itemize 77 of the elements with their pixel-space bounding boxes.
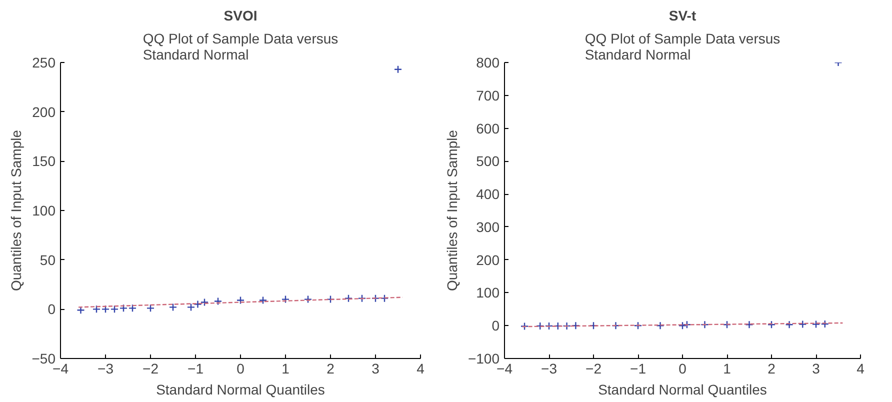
y-tick-label: −100: [468, 350, 500, 366]
point: [371, 294, 380, 302]
chart-title: SVOI: [224, 8, 258, 24]
point: [200, 298, 209, 306]
y-tick-label: 100: [476, 284, 500, 301]
point: [146, 304, 155, 312]
point: [520, 322, 529, 330]
y-tick-label: 300: [476, 218, 500, 235]
x-tick-label: 4: [856, 360, 865, 376]
y-axis-title: Quantiles of Input Sample: [444, 130, 460, 292]
x-tick-label: −1: [188, 360, 204, 376]
y-axis-title: Quantiles of Input Sample: [8, 130, 24, 292]
point: [394, 65, 402, 74]
chart-subtitle: QQ Plot of Sample Data versus Standard Normal: [142, 30, 338, 62]
chart-subtitle: QQ Plot of Sample Data versus Standard Normal: [584, 30, 780, 62]
chart-title: SV-t: [668, 8, 696, 24]
y-tick-label: 500: [476, 153, 500, 170]
y-tick-label: −50: [32, 350, 56, 366]
point: [785, 320, 794, 329]
point: [281, 295, 290, 304]
x-tick-label: −3: [541, 360, 558, 376]
point: [544, 322, 554, 330]
x-axis-title: Standard Normal Quantiles: [598, 382, 767, 398]
point: [798, 320, 807, 328]
point: [812, 320, 820, 328]
point: [656, 322, 664, 330]
point: [236, 296, 245, 304]
y-tick-label: 200: [32, 104, 56, 120]
point: [572, 322, 580, 330]
x-tick-label: −3: [98, 360, 114, 376]
y-tick-label: 150: [32, 153, 56, 170]
point: [562, 322, 571, 330]
x-tick-label: 1: [723, 360, 732, 376]
y-tick-label: 600: [476, 120, 500, 136]
x-tick-label: 0: [236, 360, 245, 376]
point: [536, 322, 544, 330]
point: [745, 320, 754, 329]
point: [101, 305, 110, 314]
point: [194, 300, 202, 308]
point: [92, 305, 101, 314]
y-tick-label: 200: [476, 252, 500, 268]
point: [304, 295, 312, 304]
x-tick-label: 3: [372, 360, 380, 376]
y-tick-label: 800: [476, 54, 500, 70]
point: [634, 322, 642, 330]
point: [820, 320, 829, 328]
point: [767, 320, 776, 329]
point: [110, 305, 119, 314]
y-tick-label: 700: [476, 87, 500, 104]
point: [700, 320, 709, 329]
x-tick-label: 0: [678, 360, 687, 376]
point: [326, 295, 335, 304]
point: [214, 297, 222, 306]
point: [186, 303, 196, 312]
x-tick-label: −2: [142, 360, 159, 376]
point: [258, 296, 268, 304]
y-tick-label: 250: [32, 54, 56, 70]
y-tick-label: 50: [40, 252, 56, 268]
x-tick-label: −2: [586, 360, 602, 376]
point: [119, 304, 128, 312]
x-axis-title: Standard Normal Quantiles: [156, 382, 325, 398]
x-tick-label: 4: [416, 360, 425, 376]
point: [380, 294, 389, 302]
y-tick-label: 400: [476, 186, 500, 202]
x-tick-label: 3: [812, 360, 820, 376]
point: [344, 294, 353, 302]
point: [76, 306, 85, 314]
x-tick-label: −1: [630, 360, 646, 376]
x-tick-label: 1: [282, 360, 290, 376]
y-tick-label: 100: [32, 202, 56, 218]
y-tick-label: 0: [48, 301, 56, 318]
x-tick-label: 2: [326, 360, 335, 376]
point: [168, 303, 178, 312]
y-tick-label: 0: [492, 318, 500, 334]
point: [358, 294, 366, 302]
x-tick-label: 2: [768, 360, 776, 376]
point: [128, 304, 137, 312]
